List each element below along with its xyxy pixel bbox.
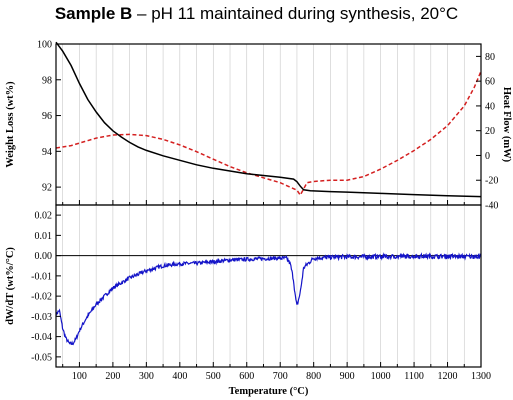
- y2-tick-label: 40: [485, 101, 495, 112]
- y2-tick-label: 60: [485, 77, 495, 88]
- y-tick-label: 94: [42, 147, 52, 158]
- x-tick-label: 1200: [438, 371, 458, 382]
- x-tick-label: 600: [239, 371, 254, 382]
- x-tick-label: 1000: [371, 371, 391, 382]
- top-panel: 92 94 96 98 100 -40 -20 0 20 40 60 80 Weight Loss (w…: [5, 40, 512, 212]
- y-tick-label: 92: [42, 183, 52, 194]
- x-tick-label: 1100: [404, 371, 424, 382]
- y-tick-label: -0.03: [31, 312, 52, 323]
- y-tick-label: 96: [42, 111, 52, 122]
- y-tick-label: 0.00: [35, 251, 53, 262]
- x-tick-label: 300: [139, 371, 154, 382]
- dwdt-line: [55, 252, 482, 346]
- y-axis-label-dwdt: dW/dT (wt%/°C): [5, 247, 16, 325]
- chart-title-rest: – pH 11 maintained during synthesis, 20°…: [132, 4, 459, 23]
- y2-tick-label: -20: [485, 176, 498, 187]
- x-tick-label: 900: [340, 371, 355, 382]
- x-tick-label: 700: [273, 371, 288, 382]
- weight-loss-line: [55, 41, 482, 198]
- y-axis-label-heat: Heat Flow (mW): [501, 87, 512, 163]
- y-tick-label: -0.01: [31, 271, 52, 282]
- y-tick-label: -0.05: [31, 352, 52, 363]
- x-tick-label: 100: [72, 371, 87, 382]
- x-tick-label: 800: [306, 371, 321, 382]
- y2-tick-label: -40: [485, 201, 498, 212]
- y-tick-label: -0.02: [31, 292, 52, 303]
- y-axis-label-weight: Weight Loss (wt%): [5, 81, 16, 168]
- y-tick-label: 98: [42, 75, 52, 86]
- bottom-panel: 100 200 300 400 500 600 700 800 900 1000 1100 1200 1…: [5, 204, 491, 397]
- y-tick-label: 0.01: [35, 231, 53, 242]
- x-axis-label: Temperature (°C): [229, 386, 309, 397]
- y2-tick-label: 0: [485, 151, 490, 162]
- x-tick-label: 500: [206, 371, 221, 382]
- x-tick-label: 400: [172, 371, 187, 382]
- y2-tick-label: 80: [485, 52, 495, 63]
- chart-title: Sample B – pH 11 maintained during synth…: [0, 4, 513, 24]
- top-plot-frame: [55, 43, 482, 206]
- chart-title-bold: Sample B: [54, 4, 133, 23]
- y2-tick-label: 20: [485, 126, 495, 137]
- y-tick-label: -0.04: [31, 332, 52, 343]
- heat-flow-line: [55, 70, 482, 197]
- x-tick-label: 200: [105, 371, 120, 382]
- y-tick-label: 0.02: [35, 211, 53, 222]
- bottom-plot-frame: [55, 204, 482, 368]
- y-tick-label: 100: [37, 40, 52, 51]
- x-tick-label: 1300: [471, 371, 491, 382]
